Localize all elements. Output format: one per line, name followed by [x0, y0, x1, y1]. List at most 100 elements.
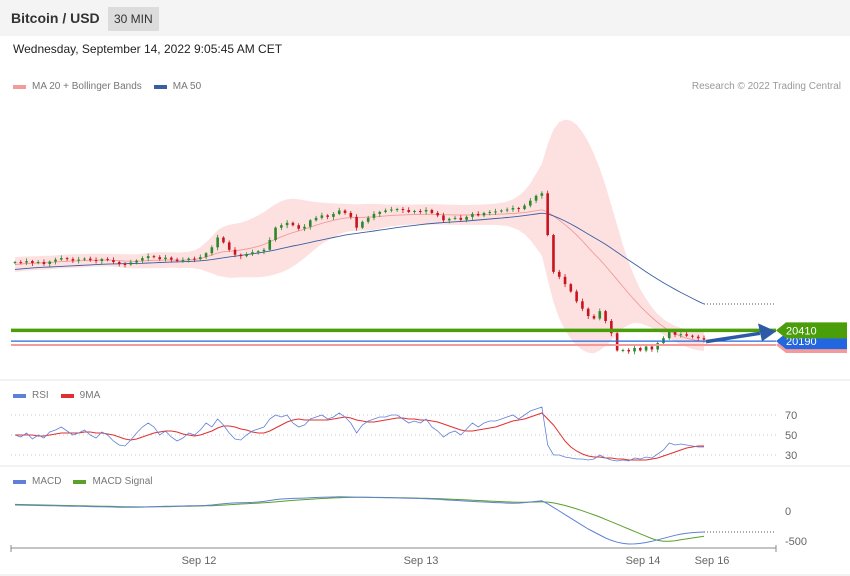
candle-body [615, 333, 619, 351]
x-tick-label: Sep 16 [695, 555, 730, 567]
ma20-line [14, 209, 705, 342]
candle-body [314, 217, 318, 221]
candle-body [297, 225, 301, 229]
interval-button[interactable]: 30 MIN [108, 7, 159, 31]
candle-body [621, 349, 625, 351]
candle-body [505, 209, 509, 211]
legend-label-ma50: MA 50 [172, 81, 202, 92]
candle-body [216, 237, 219, 248]
candle-body [198, 257, 202, 260]
candle-body [586, 308, 590, 317]
x-tick-label: Sep 12 [182, 555, 217, 567]
candle-body [193, 258, 196, 260]
credit: Research © 2022 Trading Central [691, 81, 841, 92]
rsi-legend: RSI 9MA [13, 390, 112, 401]
candle-body [361, 221, 364, 228]
candle-body [604, 311, 607, 321]
candle-body [418, 210, 422, 212]
candle-body [667, 331, 671, 339]
candle-body [222, 237, 225, 243]
candle-body [395, 209, 399, 211]
rsi-ma-line [15, 412, 704, 461]
candle-body [83, 258, 86, 260]
candle-body [592, 316, 596, 319]
candle-body [13, 262, 17, 264]
candle-body [557, 271, 561, 277]
macd-signal-line [14, 496, 705, 542]
candle-body [135, 260, 138, 263]
macd-legend: MACD MACD Signal [13, 476, 164, 487]
candle-body [239, 254, 243, 257]
candle-body [158, 257, 162, 260]
candle-body [523, 205, 526, 210]
candle-body [65, 258, 69, 260]
candle-body [71, 259, 75, 261]
candle-body [320, 215, 324, 218]
candle-body [529, 200, 532, 206]
forecast-arrow [705, 331, 761, 344]
candle-body [117, 262, 121, 265]
candle-body [430, 210, 434, 213]
candle-body [291, 222, 295, 226]
candle-body [679, 334, 683, 336]
candle-body [546, 193, 549, 236]
candle-body [575, 291, 578, 302]
candle-body [256, 251, 260, 253]
candle-body [355, 216, 358, 228]
price-tag-20190: 20190 [786, 336, 817, 348]
candle-body [511, 208, 515, 210]
candle-body [129, 262, 133, 265]
candle-body [187, 258, 190, 261]
candle-body [500, 210, 503, 212]
candle-body [685, 334, 688, 336]
candle-body [656, 343, 659, 350]
candle-body [106, 259, 109, 261]
candle-body [476, 213, 480, 216]
candle-body [627, 349, 631, 352]
price-tag-20410-bg [776, 322, 847, 339]
candle-body [488, 211, 492, 213]
macd-line [14, 496, 705, 545]
candle-body [401, 209, 405, 211]
candle-body [436, 212, 439, 216]
candle-body [465, 216, 468, 220]
candle-body [48, 261, 52, 265]
candle-body [633, 347, 636, 352]
candle-body [517, 208, 521, 210]
rsi-line [14, 406, 704, 462]
rsi-tick-label: 50 [785, 430, 797, 442]
x-tick-label: Sep 13 [404, 555, 439, 567]
candle-body [424, 210, 428, 212]
candle-body [268, 239, 272, 250]
candle-body [251, 252, 254, 255]
candle-body [471, 213, 474, 217]
candle-body [285, 222, 289, 226]
rsi-tick-label: 70 [785, 410, 797, 422]
instrument-title: Bitcoin / USD [11, 10, 100, 26]
candle-body [152, 256, 156, 258]
candle-body [540, 193, 544, 196]
candle-body [384, 210, 387, 212]
candle-body [378, 211, 382, 214]
legend-label-signal: MACD Signal [92, 476, 153, 487]
candle-body [494, 211, 497, 213]
candle-body [31, 261, 34, 264]
candle-body [112, 260, 115, 263]
candle-body [453, 217, 457, 219]
forecast-arrowhead [758, 323, 776, 342]
header-bar: Bitcoin / USD 30 MIN [0, 0, 850, 36]
candle-body [175, 259, 179, 262]
candle-body [164, 257, 167, 260]
legend-swatch-macd [13, 479, 26, 484]
candle-body [610, 320, 613, 334]
legend-label-9ma: 9MA [79, 390, 101, 401]
candle-body [534, 195, 538, 201]
candle-body [227, 242, 231, 250]
legend-label-macd: MACD [32, 476, 62, 487]
candle-body [94, 260, 98, 262]
candle-body [581, 301, 584, 309]
candle-body [691, 335, 694, 337]
candle-body [598, 311, 602, 319]
candle-body [413, 210, 416, 212]
